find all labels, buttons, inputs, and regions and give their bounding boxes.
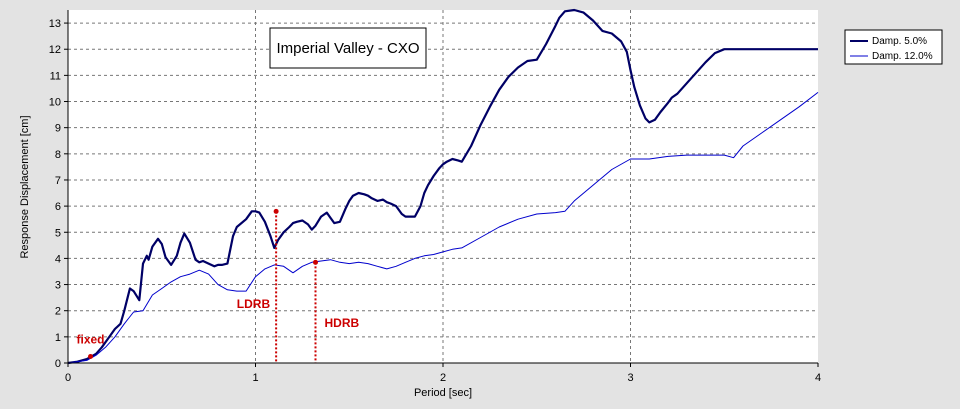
hdrb-label: HDRB (325, 316, 360, 330)
x-axis-label: Period [sec] (414, 387, 472, 399)
y-tick-label: 13 (49, 18, 61, 30)
y-tick-label: 4 (55, 253, 61, 265)
y-tick-label: 9 (55, 123, 61, 135)
x-tick-label: 3 (627, 372, 633, 384)
y-tick-label: 3 (55, 280, 61, 292)
annotations: fixed LDRB HDRB (77, 208, 360, 363)
y-tick-label: 7 (55, 175, 61, 187)
y-tick-label: 5 (55, 227, 61, 239)
y-tick-label: 10 (49, 97, 61, 109)
x-axis-ticks: 0 1 2 3 4 (65, 363, 821, 384)
y-tick-label: 1 (55, 332, 61, 344)
y-tick-label: 0 (55, 358, 61, 370)
hdrb-marker-point (313, 259, 318, 265)
series-line-1 (67, 8, 818, 365)
y-tick-label: 8 (55, 149, 61, 161)
legend-label-series-2: Damp. 12.0% (872, 51, 933, 62)
ldrb-marker-point (273, 208, 279, 214)
x-tick-label: 4 (815, 372, 821, 384)
fixed-marker-point (88, 353, 93, 359)
x-tick-label: 0 (65, 372, 71, 384)
legend: Damp. 5.0% Damp. 12.0% (844, 29, 943, 65)
chart-title: Imperial Valley - CXO (276, 40, 419, 57)
chart-title-box: Imperial Valley - CXO (269, 27, 427, 69)
legend-label-series-1: Damp. 5.0% (872, 36, 927, 47)
x-tick-label: 1 (252, 372, 258, 384)
y-axis-label: Response Displacement [cm] (19, 115, 31, 258)
ldrb-label: LDRB (237, 297, 271, 311)
y-tick-label: 6 (55, 201, 61, 213)
series-line-2 (67, 92, 819, 364)
x-tick-label: 2 (440, 372, 446, 384)
series-lines (67, 8, 819, 365)
fixed-label: fixed (77, 332, 105, 346)
grid (68, 10, 818, 363)
y-tick-label: 2 (55, 306, 61, 318)
y-tick-label: 11 (50, 70, 61, 82)
y-tick-label: 12 (49, 44, 61, 56)
